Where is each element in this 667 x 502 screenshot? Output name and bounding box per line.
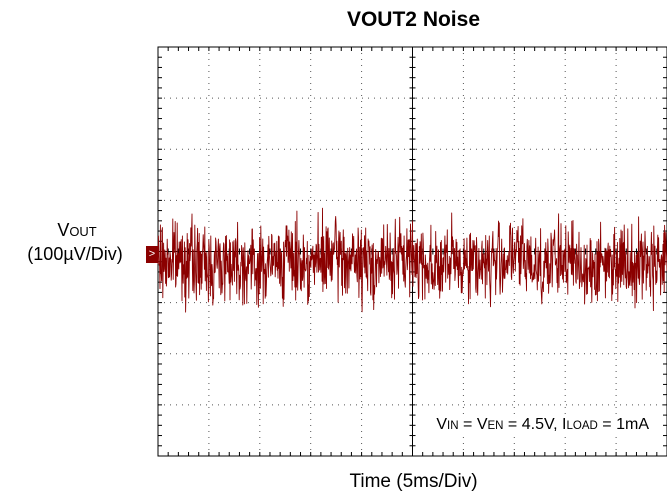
annot-eq1: = V [458, 416, 488, 433]
y-axis-scale-label: (100µV/Div) [27, 244, 123, 264]
chart-title: VOUT2 Noise [346, 8, 481, 31]
annot-vin: V [436, 416, 448, 433]
annot-vin-sub: IN [447, 420, 459, 432]
y-axis-label-sub: OUT [69, 224, 97, 239]
ground-marker-icon: > [146, 246, 158, 263]
x-axis-label: Time (5ms/Div) [349, 471, 478, 492]
y-axis-label-main: V [57, 220, 70, 240]
annot-eq2: = 4.5V, I [503, 416, 567, 433]
annot-eq3: = 1mA [597, 416, 649, 433]
noise-trace [157, 207, 667, 313]
y-axis-label: VOUT [10, 220, 144, 241]
annot-ven-sub: EN [487, 420, 504, 432]
annot-iload-sub: LOAD [566, 420, 598, 432]
test-conditions-annotation: VIN = VEN = 4.5V, ILOAD = 1mA [434, 416, 651, 434]
